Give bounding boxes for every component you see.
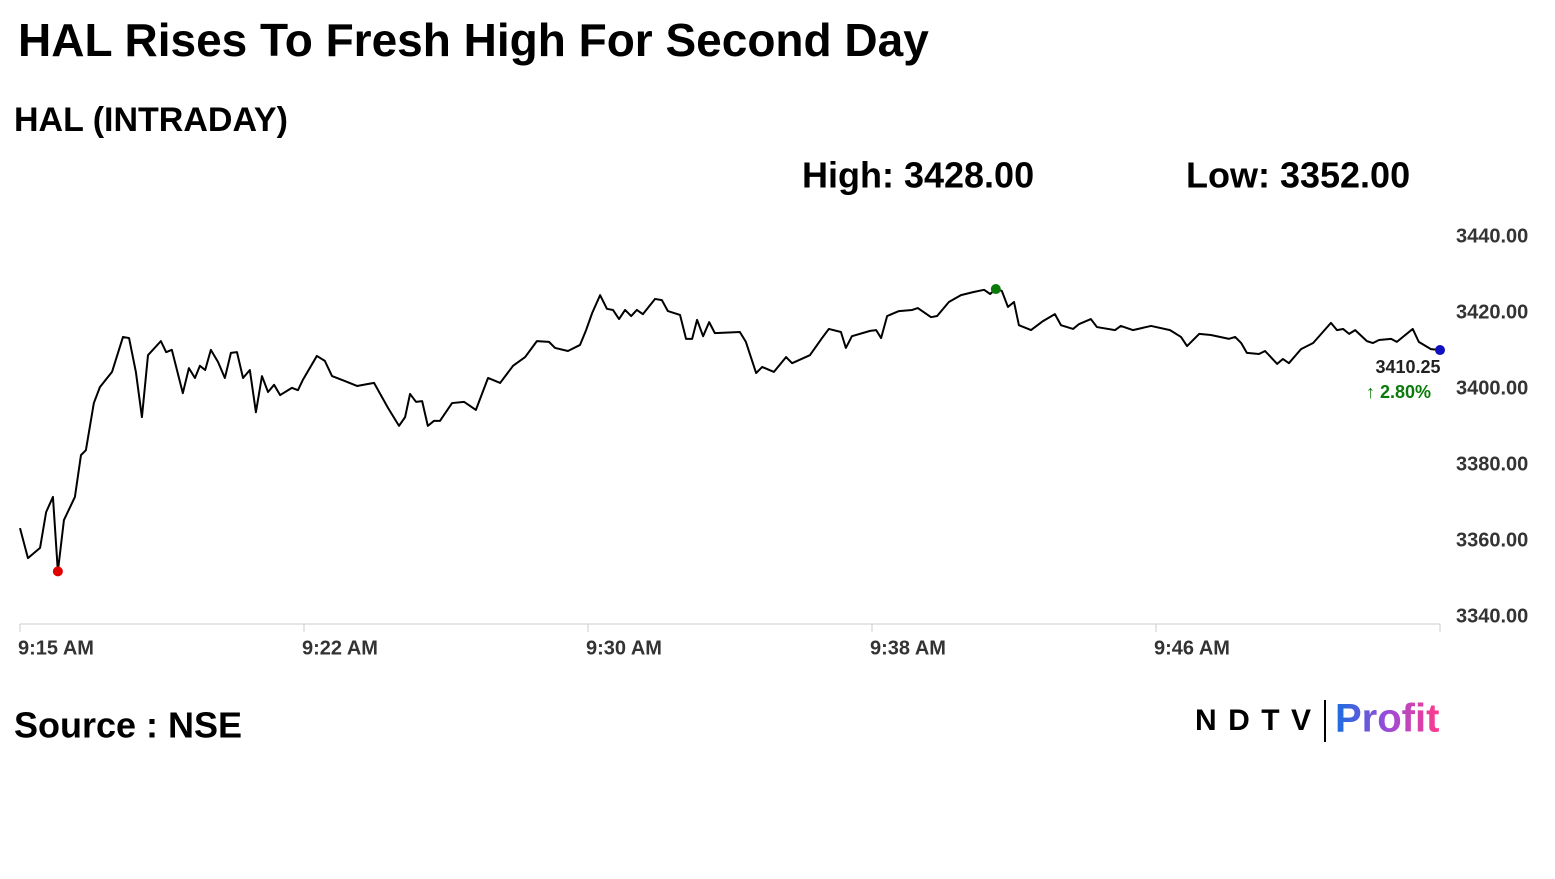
chart-title: HAL Rises To Fresh High For Second Day bbox=[18, 14, 929, 66]
y-tick-label: 3340.00 bbox=[1456, 605, 1528, 627]
y-tick-label: 3360.00 bbox=[1456, 529, 1528, 551]
last-marker bbox=[1435, 345, 1445, 356]
x-tick-label: 9:30 AM bbox=[586, 637, 662, 659]
y-tick-label: 3380.00 bbox=[1456, 453, 1528, 475]
brand-profit: Profit bbox=[1335, 697, 1439, 741]
last-value-label: 3410.25 bbox=[1375, 357, 1440, 377]
high-marker bbox=[990, 284, 1001, 295]
high-label: High: 3428.00 bbox=[802, 155, 1034, 196]
chart-subtitle: HAL (INTRADAY) bbox=[14, 101, 288, 139]
y-tick-label: 3420.00 bbox=[1456, 301, 1528, 323]
x-tick-label: 9:46 AM bbox=[1154, 637, 1230, 659]
low-label: Low: 3352.00 bbox=[1186, 155, 1410, 196]
y-tick-label: 3400.00 bbox=[1456, 377, 1528, 399]
brand-ndtv: NDTV bbox=[1195, 704, 1311, 737]
change-label: 2.80% bbox=[1380, 382, 1431, 402]
x-tick-label: 9:38 AM bbox=[870, 637, 946, 659]
x-tick-label: 9:22 AM bbox=[302, 637, 378, 659]
price-line bbox=[19, 288, 1441, 573]
x-tick-label: 9:15 AM bbox=[18, 637, 94, 659]
source-note: Source : NSE bbox=[14, 705, 242, 746]
low-marker bbox=[52, 566, 63, 577]
change-arrow: ↑ bbox=[1366, 382, 1375, 402]
y-tick-label: 3440.00 bbox=[1456, 225, 1528, 247]
